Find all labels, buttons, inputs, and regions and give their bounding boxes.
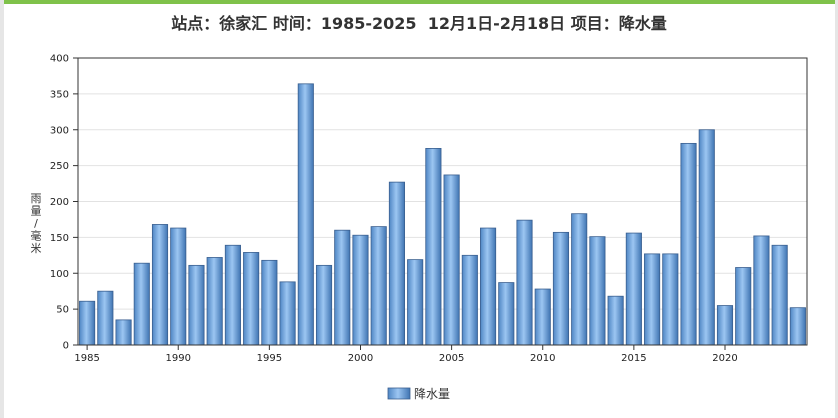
top-accent-bar	[0, 0, 838, 4]
bar-1999	[334, 229, 351, 346]
x-tick-label: 2010	[530, 353, 555, 364]
bar-1987	[115, 319, 132, 346]
x-tick-label: 2020	[712, 353, 737, 364]
bar-1996	[279, 281, 296, 346]
bar-2011	[552, 231, 570, 346]
bar-2005	[443, 174, 460, 346]
legend-swatch	[387, 387, 411, 400]
x-axis: 1985 1990 1995 2000 2005 2010 2015 2020	[74, 345, 738, 364]
bar-2023	[771, 244, 788, 346]
bar-2010	[534, 288, 551, 346]
bar-2018	[680, 142, 697, 346]
legend: 降水量	[387, 387, 450, 401]
bar-2020	[716, 305, 734, 346]
bar-2016	[644, 253, 661, 346]
y-axis: 0 50 100 150 200 250 300 350 400	[50, 54, 78, 352]
bar-1998	[315, 264, 333, 346]
bar-2024	[789, 307, 806, 346]
bar-1988	[133, 262, 150, 346]
x-tick-label: 2000	[348, 353, 373, 364]
bar-1992	[206, 257, 223, 346]
bar-2021	[735, 267, 752, 346]
bar-1993	[224, 244, 241, 346]
bar-1990	[170, 227, 187, 346]
bar-2003	[407, 259, 424, 346]
bar-1991	[188, 264, 205, 346]
right-edge-strip	[835, 0, 838, 418]
y-tick-label: 400	[50, 54, 69, 65]
x-tick-label: 1985	[74, 353, 99, 364]
bar-1989	[151, 224, 169, 346]
y-tick-label: 350	[50, 89, 69, 100]
bar-2019	[698, 129, 715, 346]
bar-2013	[589, 236, 606, 346]
y-tick-label: 200	[50, 197, 69, 208]
x-tick-label: 2015	[621, 353, 646, 364]
x-tick-label: 2005	[439, 353, 464, 364]
bars	[79, 83, 806, 346]
bar-2014	[607, 295, 624, 346]
legend-label: 降水量	[414, 387, 450, 401]
y-tick-label: 100	[50, 269, 69, 280]
bar-1994	[243, 252, 260, 346]
bar-2006	[461, 254, 478, 346]
y-tick-label: 0	[63, 341, 69, 352]
y-axis-label: 雨量/毫米	[31, 192, 42, 255]
bar-2017	[662, 253, 679, 346]
bar-1995	[261, 259, 278, 346]
bar-1986	[97, 290, 114, 346]
grid-lines	[78, 93, 807, 310]
left-edge-strip	[0, 0, 4, 418]
bar-2004	[425, 148, 442, 346]
y-axis-label-text: 雨量/毫米	[31, 192, 42, 255]
chart-title: 站点：徐家汇 时间：1985-2025 12月1日-2月18日 项目：降水量	[171, 14, 667, 33]
bar-2012	[571, 213, 588, 346]
bar-2015	[625, 232, 642, 346]
bar-2009	[516, 219, 533, 346]
bar-1997	[297, 83, 314, 346]
bar-1985	[79, 300, 96, 346]
bar-2022	[753, 235, 770, 346]
bar-2001	[370, 226, 387, 346]
bar-2008	[498, 282, 515, 346]
y-tick-label: 300	[50, 125, 69, 136]
bar-2000	[352, 234, 369, 346]
y-tick-label: 150	[50, 233, 69, 244]
bar-2002	[388, 181, 405, 346]
y-tick-label: 250	[50, 161, 69, 172]
bar-2007	[480, 227, 497, 346]
y-tick-label: 50	[56, 305, 69, 316]
x-tick-label: 1995	[257, 353, 282, 364]
x-tick-label: 1990	[166, 353, 191, 364]
